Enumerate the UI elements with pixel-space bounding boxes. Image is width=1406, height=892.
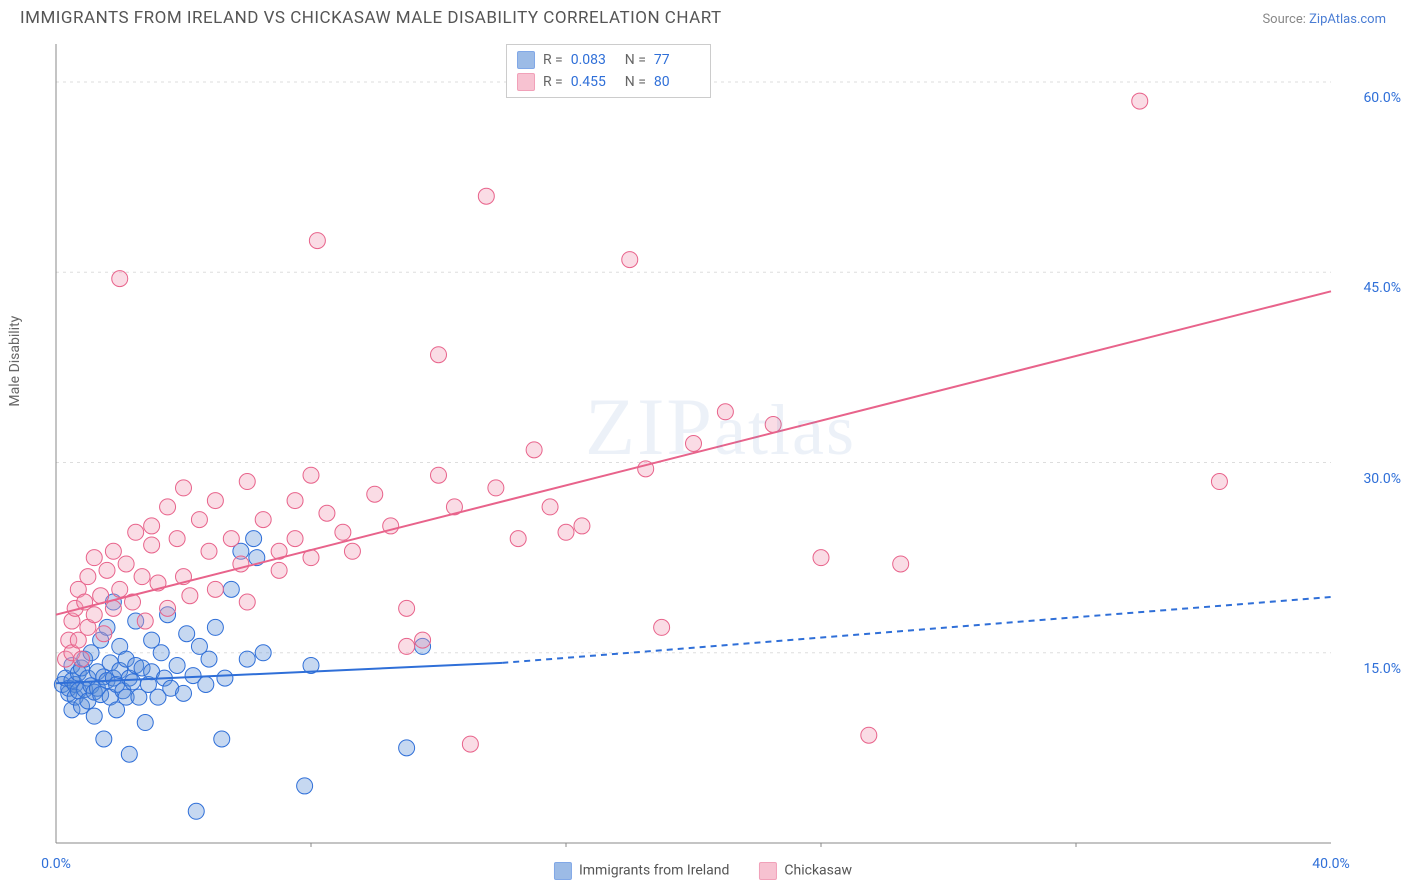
y-tick-label: 15.0% bbox=[1363, 661, 1401, 677]
legend-label: Immigrants from Ireland bbox=[579, 863, 729, 879]
corr-legend-row: R = 0.455 N = 80 bbox=[517, 71, 700, 93]
scatter-svg bbox=[50, 40, 1391, 847]
r-value: 0.455 bbox=[571, 74, 617, 90]
r-label: R = bbox=[543, 74, 563, 90]
n-value: 80 bbox=[654, 74, 700, 90]
correlation-legend: R = 0.083 N = 77 R = 0.455 N = 80 bbox=[506, 44, 711, 98]
y-tick-label: 45.0% bbox=[1363, 280, 1401, 296]
n-label: N = bbox=[625, 52, 646, 68]
chart-header: IMMIGRANTS FROM IRELAND VS CHICKASAW MAL… bbox=[0, 0, 1406, 28]
legend-swatch bbox=[759, 862, 777, 880]
source-link[interactable]: ZipAtlas.com bbox=[1309, 12, 1386, 27]
series-legend: Immigrants from Ireland Chickasaw bbox=[554, 862, 852, 880]
legend-swatch bbox=[554, 862, 572, 880]
corr-legend-row: R = 0.083 N = 77 bbox=[517, 49, 700, 71]
n-value: 77 bbox=[654, 52, 700, 68]
x-tick-label: 0.0% bbox=[41, 856, 71, 872]
r-label: R = bbox=[543, 52, 563, 68]
source-credit: Source: ZipAtlas.com bbox=[1262, 12, 1386, 27]
n-label: N = bbox=[625, 74, 646, 90]
chart-area: Male Disability ZIPatlas R =0.083N =77R … bbox=[50, 40, 1391, 847]
legend-item: Chickasaw bbox=[759, 862, 852, 880]
y-tick-label: 30.0% bbox=[1363, 471, 1401, 487]
chart-title: IMMIGRANTS FROM IRELAND VS CHICKASAW MAL… bbox=[20, 8, 722, 28]
legend-swatch bbox=[517, 73, 535, 91]
legend-swatch bbox=[517, 51, 535, 69]
x-tick-label: 40.0% bbox=[1312, 856, 1350, 872]
y-tick-label: 60.0% bbox=[1363, 90, 1401, 106]
r-value: 0.083 bbox=[571, 52, 617, 68]
legend-item: Immigrants from Ireland bbox=[554, 862, 729, 880]
y-axis-label: Male Disability bbox=[7, 315, 23, 406]
legend-label: Chickasaw bbox=[784, 863, 852, 879]
source-label: Source: bbox=[1262, 12, 1305, 27]
